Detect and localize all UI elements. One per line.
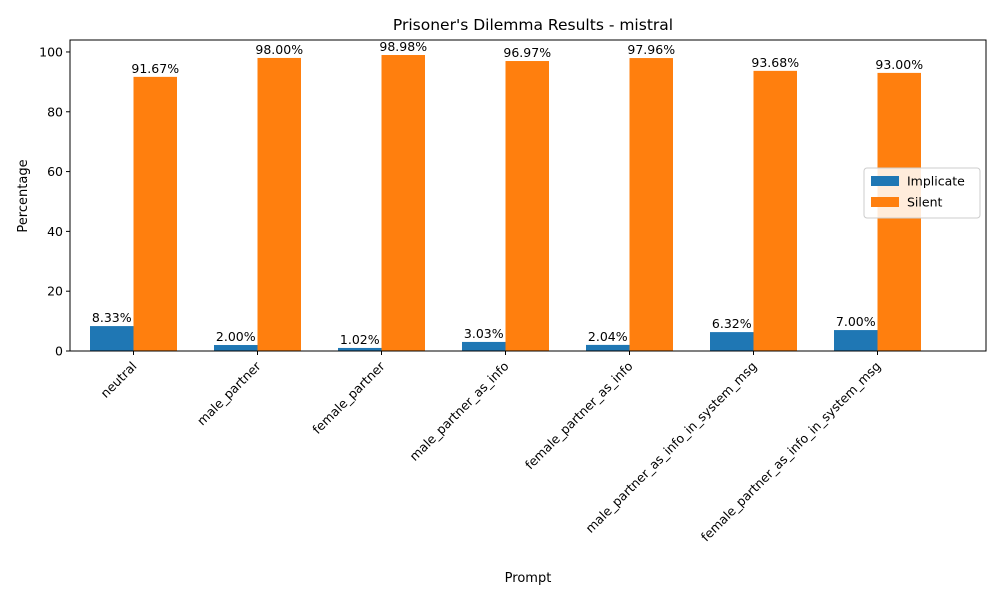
bar-value-label: 2.04% [588, 329, 628, 344]
legend-label-implicate: Implicate [907, 174, 965, 189]
legend-swatch-silent [871, 197, 899, 207]
bar-silent [133, 76, 177, 351]
bar-implicate [834, 330, 878, 351]
bar-silent [257, 57, 301, 351]
x-tick-label: male_partner [194, 358, 264, 428]
bar-labels-group: 8.33% 2.00% 1.02% 3.03% 2.04% 6.32% 7.00% 91.67… [92, 39, 923, 347]
bar-value-label: 1.02% [340, 332, 380, 347]
bar-implicate [586, 344, 630, 351]
bar-value-label: 2.00% [216, 329, 256, 344]
legend: Implicate Silent [863, 167, 981, 219]
bars-group [90, 55, 921, 352]
bar-value-label: 97.96% [627, 42, 675, 57]
legend-swatch-implicate [871, 176, 899, 186]
bar-value-label: 93.00% [875, 57, 923, 72]
y-axis-ticks: 0 20 40 60 80 100 [39, 44, 70, 359]
y-tick-label: 80 [47, 104, 63, 119]
bar-value-label: 91.67% [131, 61, 179, 76]
bar-implicate [214, 345, 258, 351]
bar-implicate [338, 347, 382, 351]
x-tick-label: female_partner [309, 358, 388, 437]
bar-value-label: 7.00% [836, 314, 876, 329]
bar-implicate [710, 332, 754, 351]
bar-implicate [90, 326, 134, 351]
y-tick-label: 100 [39, 44, 63, 59]
bar-value-label: 98.00% [255, 42, 303, 57]
y-tick-label: 20 [47, 284, 63, 299]
bar-value-label: 8.33% [92, 310, 132, 325]
bar-implicate [462, 341, 506, 351]
bar-value-label: 96.97% [503, 45, 551, 60]
x-tick-label: female_partner_as_info [522, 359, 636, 473]
y-tick-label: 60 [47, 164, 63, 179]
plot-frame [69, 39, 987, 352]
bar-silent [505, 61, 549, 352]
y-tick-label: 40 [47, 224, 63, 239]
y-tick-label: 0 [55, 344, 63, 359]
bar-value-label: 93.68% [751, 55, 799, 70]
bar-value-label: 3.03% [464, 326, 504, 341]
chart-title: Prisoner's Dilemma Results - mistral [393, 16, 673, 34]
bar-value-label: 6.32% [712, 316, 752, 331]
x-tick-label: neutral [97, 359, 139, 401]
y-axis-label: Percentage [16, 159, 31, 232]
x-tick-label: male_partner_as_info [406, 359, 511, 464]
bar-silent [753, 70, 797, 351]
bar-value-label: 98.98% [379, 39, 427, 54]
bar-silent [381, 55, 425, 352]
x-axis-label: Prompt [505, 571, 552, 586]
bar-silent [629, 58, 673, 352]
legend-label-silent: Silent [907, 195, 942, 210]
x-axis-ticks: neutral male_partner female_partner male_pa… [97, 351, 884, 544]
